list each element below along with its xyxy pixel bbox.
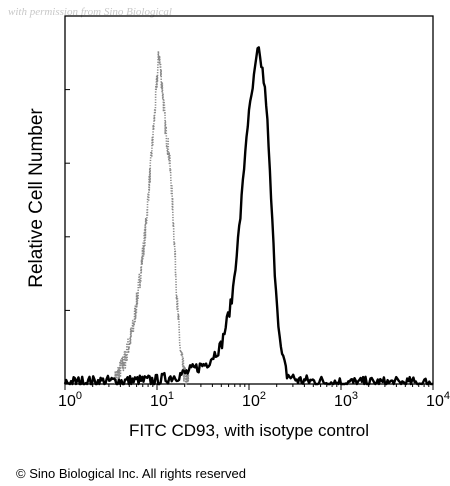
copyright-notice: © Sino Biological Inc. All rights reserv… xyxy=(16,466,246,481)
isotype-control-series xyxy=(114,50,190,385)
plot-frame xyxy=(64,15,434,385)
x-tick-label: 102 xyxy=(242,390,266,411)
x-tick-label: 101 xyxy=(150,390,174,411)
y-axis-ticks xyxy=(65,15,70,311)
x-tick-label: 100 xyxy=(58,390,82,411)
series-layer xyxy=(63,46,433,386)
y-axis-label: Relative Cell Number xyxy=(26,108,47,288)
x-axis-label: FITC CD93, with isotype control xyxy=(129,421,369,440)
x-tick-label: 103 xyxy=(334,390,358,411)
watermark-text: with permission from Sino Biological xyxy=(8,6,172,18)
fitc-cd93-series xyxy=(63,46,433,386)
x-tick-label: 104 xyxy=(426,390,450,411)
